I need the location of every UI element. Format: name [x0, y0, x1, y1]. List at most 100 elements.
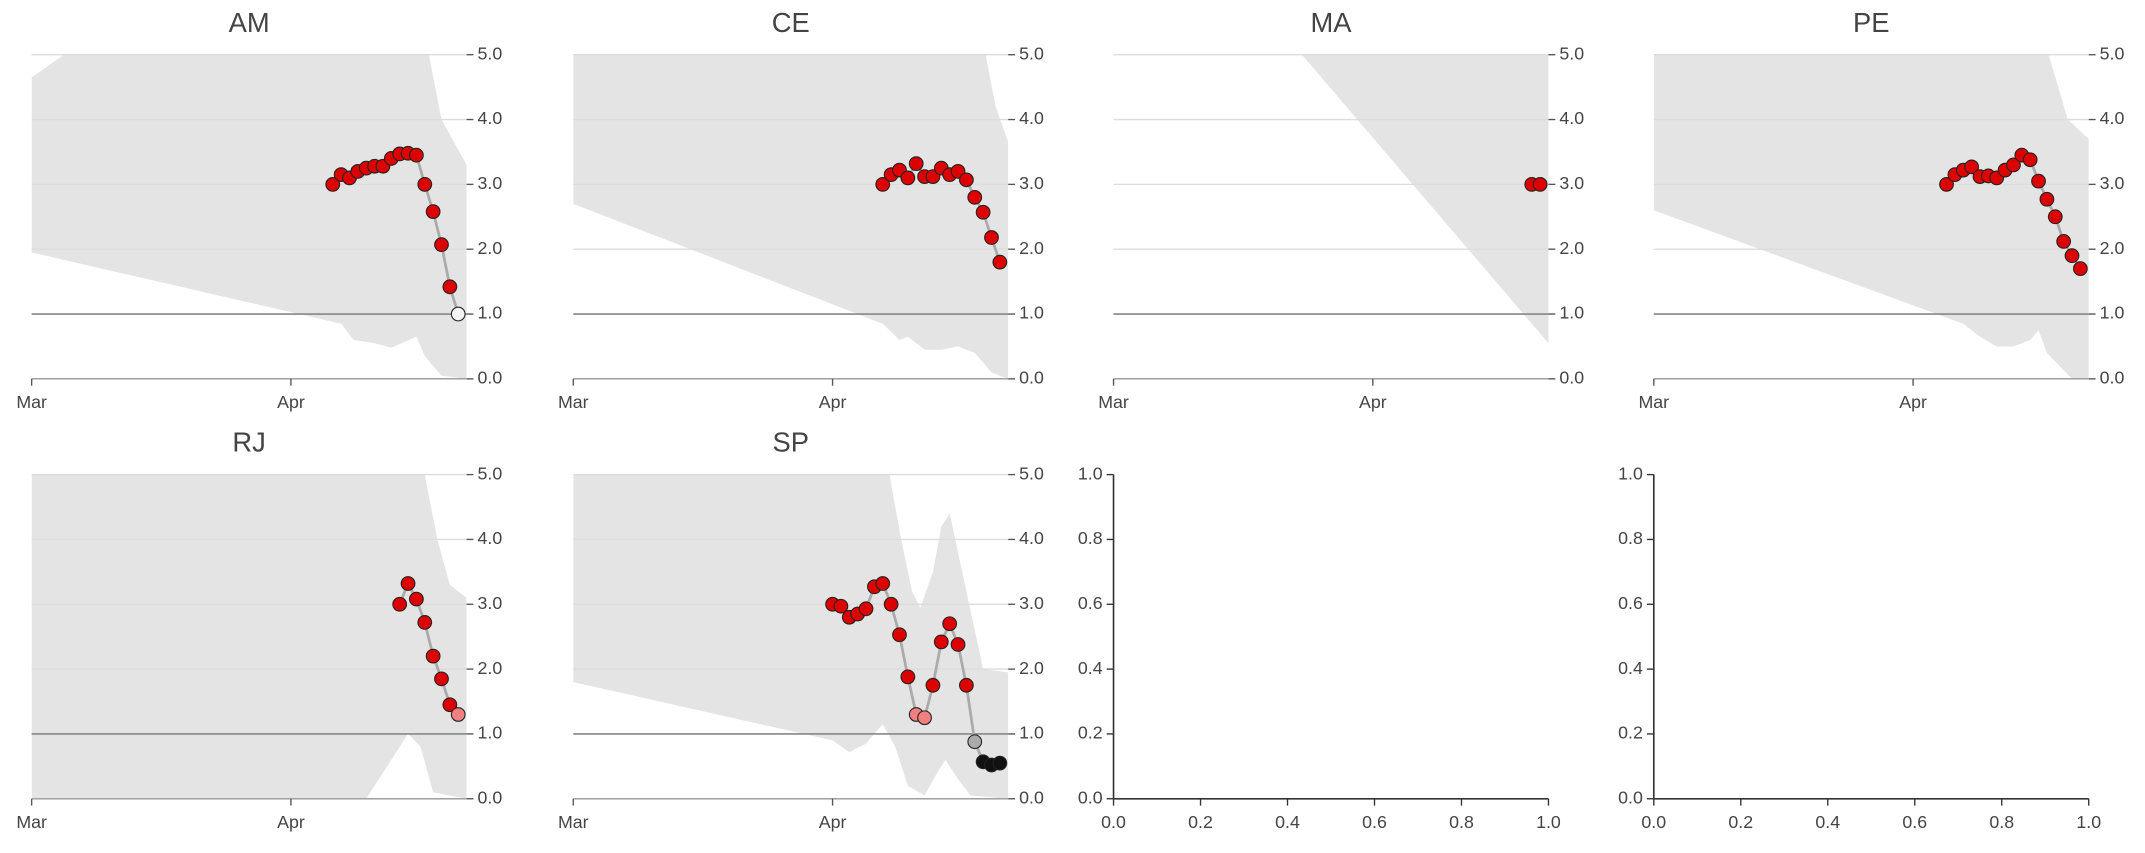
rt-point [908, 156, 924, 172]
panel-title: RJ [232, 427, 265, 458]
y-tick-label: 1.0 [1019, 303, 1044, 323]
x-tick-label: Apr [1899, 392, 1927, 412]
y-tick-label: 0.0 [2100, 368, 2125, 388]
rt-point [984, 230, 999, 245]
y-tick-label: 1.0 [1618, 463, 1643, 483]
y-tick-label: 0.8 [1078, 528, 1103, 548]
y-tick-label: 2.0 [1019, 238, 1044, 258]
rt-point [858, 601, 874, 617]
rt-point [2022, 152, 2038, 168]
rt-point [992, 254, 1008, 270]
panel-title: SP [773, 427, 809, 458]
x-tick-label: Mar [558, 392, 589, 412]
rt-point [2064, 248, 2080, 264]
rt-point [959, 172, 974, 188]
x-tick-label: 0.4 [1275, 812, 1300, 832]
credible-band [1301, 54, 1549, 344]
y-tick-label: 5.0 [1019, 43, 1044, 63]
x-tick-label: Mar [558, 812, 589, 832]
rt-point [967, 734, 983, 750]
x-tick-label: Mar [16, 812, 47, 832]
rt-point [883, 596, 899, 612]
y-tick-label: 0.4 [1078, 658, 1103, 678]
y-tick-label: 1.0 [1559, 303, 1584, 323]
y-tick-label: 0.8 [1618, 528, 1643, 548]
rt-point [425, 204, 441, 219]
y-tick-label: 2.0 [1559, 238, 1584, 258]
rt-point [450, 707, 466, 722]
x-tick-label: 0.6 [1902, 812, 1927, 832]
y-tick-label: 4.0 [478, 528, 503, 548]
y-tick-label: 2.0 [1019, 658, 1044, 678]
y-tick-label: 3.0 [1019, 593, 1044, 613]
rt-point [900, 669, 916, 685]
x-tick-label: 0.8 [1449, 812, 1474, 832]
rt-point [2056, 234, 2072, 249]
rt-point [1532, 176, 1548, 192]
rt-point [325, 176, 341, 192]
rt-point [450, 306, 466, 322]
x-tick-label: Apr [1359, 392, 1387, 412]
rt-point [434, 671, 449, 687]
y-tick-label: 3.0 [1019, 173, 1044, 193]
rt-point [2039, 191, 2055, 207]
x-tick-label: Mar [1098, 392, 1129, 412]
panel-title: CE [772, 7, 810, 38]
x-tick-label: Mar [16, 392, 47, 412]
y-tick-label: 3.0 [1559, 173, 1584, 193]
y-tick-label: 4.0 [478, 108, 503, 128]
rt-point [992, 755, 1008, 771]
y-tick-label: 1.0 [1019, 723, 1044, 743]
rt-point [833, 598, 849, 614]
y-tick-label: 1.0 [1078, 463, 1103, 483]
y-tick-label: 2.0 [2100, 238, 2125, 258]
rt-point [2006, 157, 2021, 173]
y-tick-label: 4.0 [1019, 528, 1044, 548]
rt-point [942, 616, 958, 632]
rt-point [2047, 209, 2063, 225]
rt-point [2072, 261, 2088, 277]
rt-point [892, 627, 907, 643]
x-tick-label: 0.8 [1989, 812, 2014, 832]
rt-point [1964, 159, 1980, 175]
rt-point [875, 176, 891, 192]
x-tick-label: 1.0 [1536, 812, 1561, 832]
x-tick-label: 0.2 [1188, 812, 1213, 832]
panel-title: AM [229, 7, 270, 38]
rt-point [925, 677, 941, 693]
x-tick-label: 0.4 [1815, 812, 1840, 832]
rt-point [442, 279, 458, 295]
y-tick-label: 0.0 [478, 368, 503, 388]
y-tick-label: 0.0 [1559, 368, 1584, 388]
credible-band [31, 54, 467, 379]
panel: 0.0 1.0 2.0 3.0 4.0 5.0 Mar Apr RJ [16, 427, 503, 832]
rt-point [417, 615, 433, 630]
credible-band [1653, 54, 2089, 379]
x-tick-label: Apr [277, 392, 305, 412]
y-tick-label: 3.0 [2100, 173, 2125, 193]
credible-band [31, 474, 467, 799]
x-tick-label: Mar [1638, 392, 1669, 412]
rt-point [434, 237, 449, 253]
panel-title: PE [1853, 7, 1889, 38]
rt-point [417, 176, 433, 192]
rt-point [933, 634, 949, 650]
y-tick-label: 0.4 [1618, 658, 1643, 678]
panel-title: MA [1310, 7, 1352, 38]
x-tick-label: 0.0 [1641, 812, 1666, 832]
rt-point [950, 637, 966, 652]
y-tick-label: 1.0 [478, 303, 503, 323]
x-tick-label: 1.0 [2076, 812, 2101, 832]
y-tick-label: 2.0 [478, 658, 503, 678]
rt-point [967, 189, 983, 205]
x-tick-label: 0.0 [1101, 812, 1126, 832]
y-tick-label: 1.0 [2100, 303, 2125, 323]
y-tick-label: 3.0 [478, 173, 503, 193]
x-tick-label: Apr [819, 392, 847, 412]
panel: 0.0 1.0 2.0 3.0 4.0 5.0 Mar Apr SP [558, 427, 1044, 832]
panel: 0.0 0.2 0.4 0.6 0.8 1.0 0.0 0.2 0.4 0.6 0.8 1.0 [1618, 463, 2101, 832]
y-tick-label: 4.0 [2100, 108, 2125, 128]
rt-point [875, 576, 891, 591]
y-tick-label: 2.0 [478, 238, 503, 258]
credible-band [573, 474, 1009, 799]
